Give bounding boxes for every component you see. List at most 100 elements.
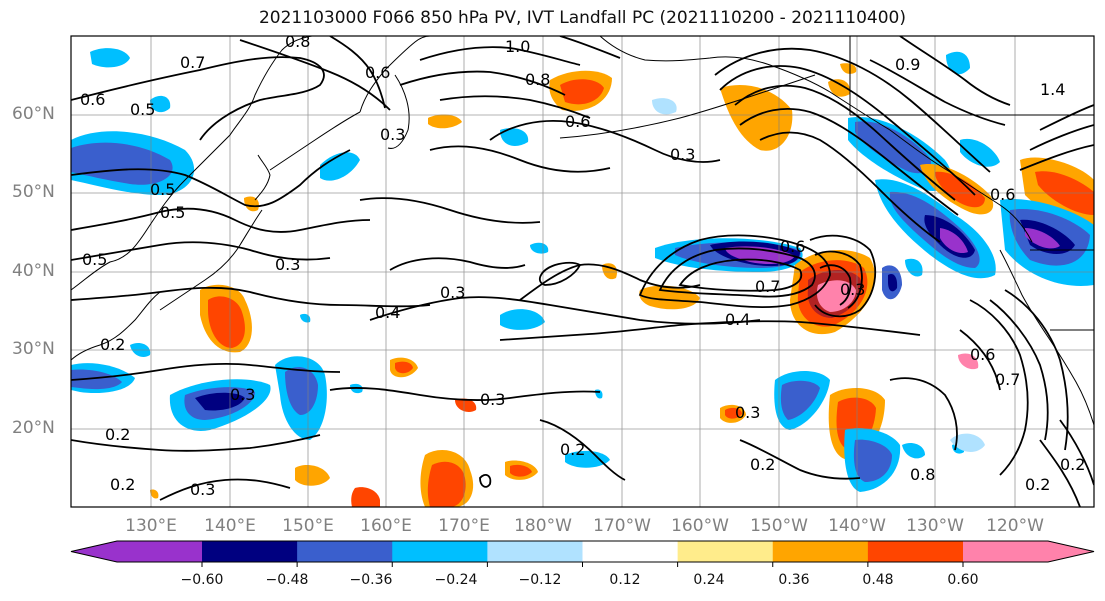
fill-region: [428, 114, 462, 129]
pv-contour: [71, 149, 351, 208]
pv-contour: [539, 419, 626, 481]
contour-label: 0.6: [970, 345, 995, 364]
pv-contour: [714, 47, 991, 173]
pv-contour: [819, 264, 852, 306]
pv-contour: [814, 250, 863, 309]
colorbar-extend-min: [71, 541, 202, 562]
pv-contour: [1004, 289, 1069, 451]
fill-region: [150, 489, 159, 499]
fill-region: [960, 138, 1000, 167]
contour-label: 0.8: [525, 70, 550, 89]
colorbar-tick-label: −0.60: [180, 572, 224, 588]
fill-region: [150, 95, 171, 113]
colorbar-tick-label: 0.12: [609, 572, 641, 588]
pv-contour: [969, 299, 1029, 476]
fill-region: [455, 398, 477, 412]
fill-region: [500, 128, 529, 146]
colorbar-segment: [867, 541, 964, 562]
contour-label: 0.3: [190, 480, 215, 499]
fill-region: [565, 450, 610, 468]
fill-region: [1025, 228, 1060, 249]
pv-contour: [71, 286, 431, 308]
pv-contour: [71, 56, 325, 141]
contour-label: 0.5: [130, 100, 155, 119]
fill-region: [530, 242, 549, 254]
lat-label: 40°N: [12, 261, 55, 281]
kuril-coastline: [269, 111, 361, 171]
contour-label: 0.4: [725, 310, 750, 329]
contour-label: 0.9: [895, 55, 920, 74]
lat-label: 20°N: [12, 418, 55, 438]
contour-label: 0.3: [440, 283, 465, 302]
fill-region: [840, 63, 857, 74]
contour-label: 0.8: [285, 32, 310, 51]
contour-label: 0.2: [750, 455, 775, 474]
map-frame: [70, 35, 1095, 508]
contour-label: 0.2: [1025, 475, 1050, 494]
fill-region: [560, 79, 604, 105]
colorbar-extend-max: [963, 541, 1094, 562]
lon-label: 120°W: [986, 516, 1044, 536]
contour-label: 0.3: [380, 125, 405, 144]
fill-region: [395, 361, 413, 374]
pv-contour: [419, 46, 581, 66]
pv-contour: [399, 70, 566, 96]
colorbar-segment: [582, 541, 679, 562]
colorbar-tick-label: 0.60: [947, 572, 979, 588]
pv-contour: [638, 234, 831, 309]
lon-label: 140°W: [828, 516, 886, 536]
fill-region: [510, 464, 532, 477]
pv-contour: [71, 241, 331, 261]
pv-contour: [479, 473, 492, 488]
contour-label: 0.2: [560, 440, 585, 459]
kamchatka-coastline: [387, 74, 410, 149]
fill-region: [853, 439, 892, 482]
pv-contour: [959, 329, 1001, 391]
contour-label: 0.2: [110, 475, 135, 494]
fill-region: [295, 465, 330, 486]
asia-coastline: [71, 291, 161, 361]
pv-contour: [719, 65, 976, 196]
fill-region: [902, 443, 925, 459]
fill-region: [244, 196, 259, 212]
pv-contour: [439, 95, 591, 119]
pv-contour: [489, 119, 721, 163]
pv-contour: [71, 434, 321, 452]
fill-region: [208, 296, 245, 348]
contour-label: 0.6: [990, 185, 1015, 204]
pv-contour: [739, 439, 861, 480]
contour-label: 0.6: [80, 90, 105, 109]
contour-label: 0.5: [150, 180, 175, 199]
fill-region: [958, 353, 979, 370]
contour-label: 0.2: [100, 335, 125, 354]
colorbar-segment: [392, 541, 488, 562]
fill-region: [935, 171, 985, 208]
colorbar-tick-label: −0.48: [265, 572, 309, 588]
contour-label: 1.0: [505, 37, 530, 56]
contour-label: 0.4: [375, 303, 400, 322]
pv-contour: [429, 145, 611, 173]
contour-label: 0.6: [565, 112, 590, 131]
contour-label: 0.6: [365, 63, 390, 82]
pv-contour: [1029, 124, 1094, 151]
colorbar-tick-label: −0.24: [434, 572, 478, 588]
lon-label: 150°W: [750, 516, 808, 536]
fill-region: [652, 98, 677, 115]
colorbar-segment: [772, 541, 869, 562]
lon-label: 130°E: [125, 516, 177, 536]
lon-label: 150°E: [282, 516, 334, 536]
pv-contour: [559, 36, 621, 59]
lon-label: 170°W: [593, 516, 651, 536]
fill-region: [71, 142, 173, 185]
pv-contour: [678, 258, 803, 292]
fill-region: [950, 433, 985, 452]
fill-region: [940, 228, 968, 254]
lat-label: 50°N: [12, 182, 55, 202]
pv-contour: [499, 320, 921, 341]
pv-contour: [734, 84, 956, 201]
colorbar-segment: [297, 541, 393, 562]
fill-region: [725, 407, 742, 419]
pv-contour: [1039, 104, 1094, 131]
lat-label: 60°N: [12, 104, 55, 124]
fill-region: [780, 380, 820, 420]
